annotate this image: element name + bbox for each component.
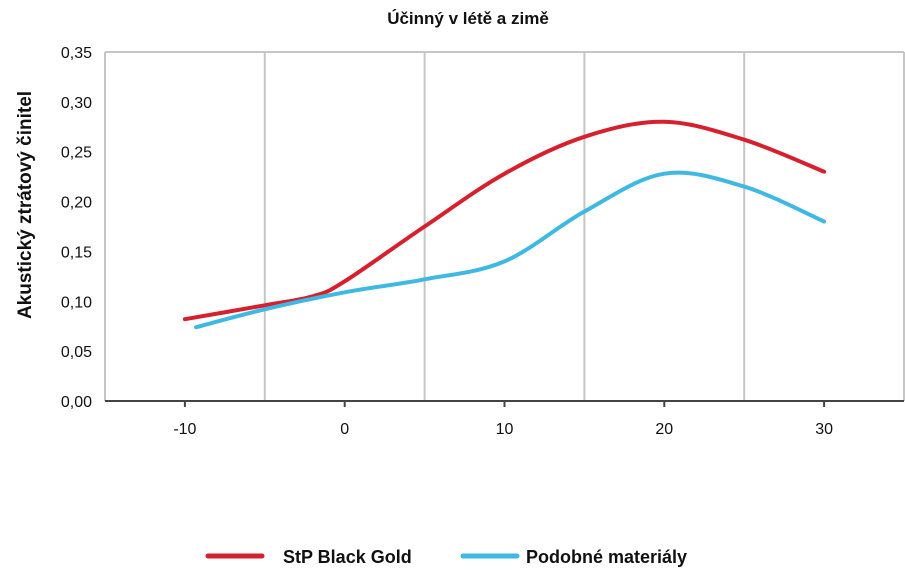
y-tick-label: 0,35 xyxy=(61,45,92,62)
x-tick-label: 0 xyxy=(340,421,349,438)
axes: 0,00 0,05 0,10 0,15 0,20 0,25 0,30 0,35 -10 0 10 20… xyxy=(61,45,904,438)
legend-label: Podobné materiály xyxy=(526,547,687,567)
chart-title: Účinný v létě a zimě xyxy=(387,9,549,28)
x-tick-label: 10 xyxy=(496,421,514,438)
series-lines xyxy=(182,119,827,330)
y-tick-label: 0,15 xyxy=(61,244,92,261)
legend: StP Black Gold Podobné materiály xyxy=(205,547,687,567)
y-tick-label: 0,30 xyxy=(61,95,92,112)
legend-label: StP Black Gold xyxy=(283,547,412,567)
y-tick-label: 0,00 xyxy=(61,394,92,411)
series-line-podobne-materialy xyxy=(194,170,827,330)
y-axis-label: Akustický ztrátový činitel xyxy=(15,91,36,319)
y-tick-label: 0,25 xyxy=(61,145,92,162)
series-line-stp-black-gold xyxy=(182,119,827,322)
x-tick-label: 30 xyxy=(815,421,833,438)
y-tick-label: 0,10 xyxy=(61,294,92,311)
gridlines xyxy=(104,51,905,401)
x-tick-label: -10 xyxy=(173,421,196,438)
y-tick-label: 0,05 xyxy=(61,344,92,361)
x-tick-label: 20 xyxy=(655,421,673,438)
y-tick-label: 0,20 xyxy=(61,195,92,212)
